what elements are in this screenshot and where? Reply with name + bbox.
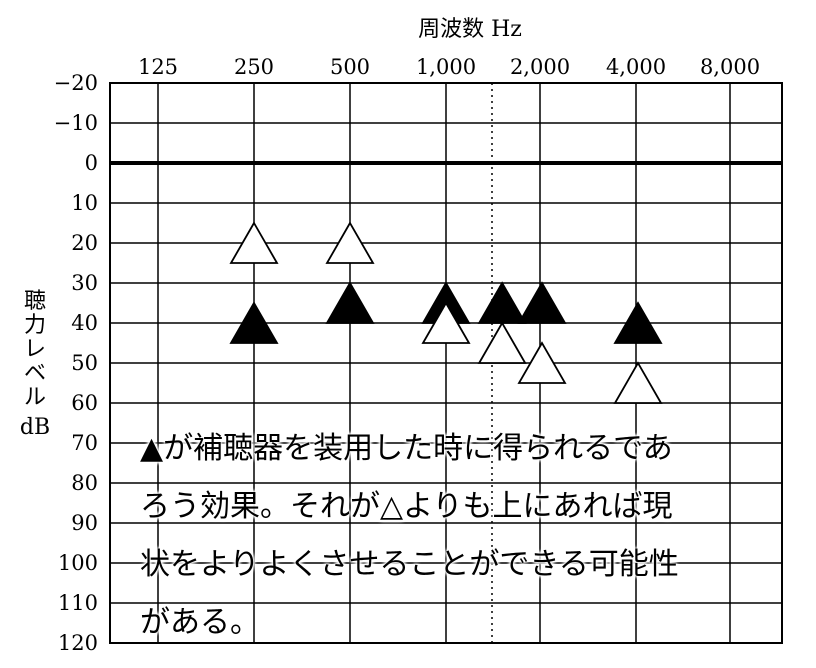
y-tick-label: 0 [85, 151, 98, 175]
y-axis-title-char: レ [24, 337, 46, 362]
y-tick-label: −10 [54, 111, 98, 135]
y-tick-label: 60 [71, 391, 98, 415]
open-triangle-marker [477, 321, 527, 364]
open-triangle-marker [517, 341, 567, 384]
y-axis-title-char: ベ [24, 361, 46, 386]
y-axis-title-unit: dB [20, 415, 50, 440]
y-tick-label: −20 [54, 71, 98, 95]
y-tick-label: 10 [71, 191, 98, 215]
data-markers [229, 221, 663, 404]
filled-triangle-marker [613, 301, 663, 344]
x-tick-label: 8,000 [700, 55, 760, 79]
y-tick-label: 110 [58, 591, 98, 615]
x-tick-label: 250 [234, 55, 274, 79]
y-tick-labels: −20 −10 0 10 20 30 40 50 60 70 80 90 100 110 120 [54, 71, 98, 655]
filled-triangle-marker [325, 281, 375, 324]
x-tick-labels: 125 250 500 1,000 2,000 4,000 8,000 [138, 55, 760, 79]
open-triangle-marker [229, 221, 279, 264]
y-tick-label: 40 [71, 311, 98, 335]
open-triangle-marker [613, 361, 663, 404]
y-axis-title-char: 力 [24, 313, 46, 338]
annotation-line: ▲が補聴器を装用した時に得られるであ [140, 431, 673, 466]
y-tick-label: 50 [71, 351, 98, 375]
x-tick-label: 2,000 [510, 55, 570, 79]
filled-triangle-marker [229, 301, 279, 344]
filled-triangle-marker [517, 281, 567, 324]
x-tick-label: 125 [138, 55, 178, 79]
y-axis-title-char: 聴 [24, 289, 46, 314]
open-triangle-marker [325, 221, 375, 264]
y-tick-label: 120 [58, 631, 98, 655]
y-tick-label: 30 [71, 271, 98, 295]
x-tick-label: 4,000 [606, 55, 666, 79]
y-tick-label: 100 [58, 551, 98, 575]
y-tick-label: 20 [71, 231, 98, 255]
annotation-line: ろう効果。それが△よりも上にあれば現 [140, 489, 673, 524]
grid [109, 82, 783, 644]
y-tick-label: 70 [71, 431, 98, 455]
open-triangle-marker [421, 301, 471, 344]
y-tick-label: 90 [71, 511, 98, 535]
x-axis-title: 周波数 Hz [418, 17, 522, 42]
y-axis-title-char: ル [24, 385, 46, 410]
annotation-line: 状をよりよくさせることができる可能性 [140, 547, 679, 582]
filled-triangle-marker [477, 281, 527, 324]
annotation-text: ▲が補聴器を装用した時に得られるであ ろう効果。それが△よりも上にあれば現 状を… [140, 420, 780, 652]
annotation-line: がある。 [140, 605, 260, 640]
y-tick-label: 80 [71, 471, 98, 495]
x-tick-label: 500 [330, 55, 370, 79]
x-tick-label: 1,000 [416, 55, 476, 79]
